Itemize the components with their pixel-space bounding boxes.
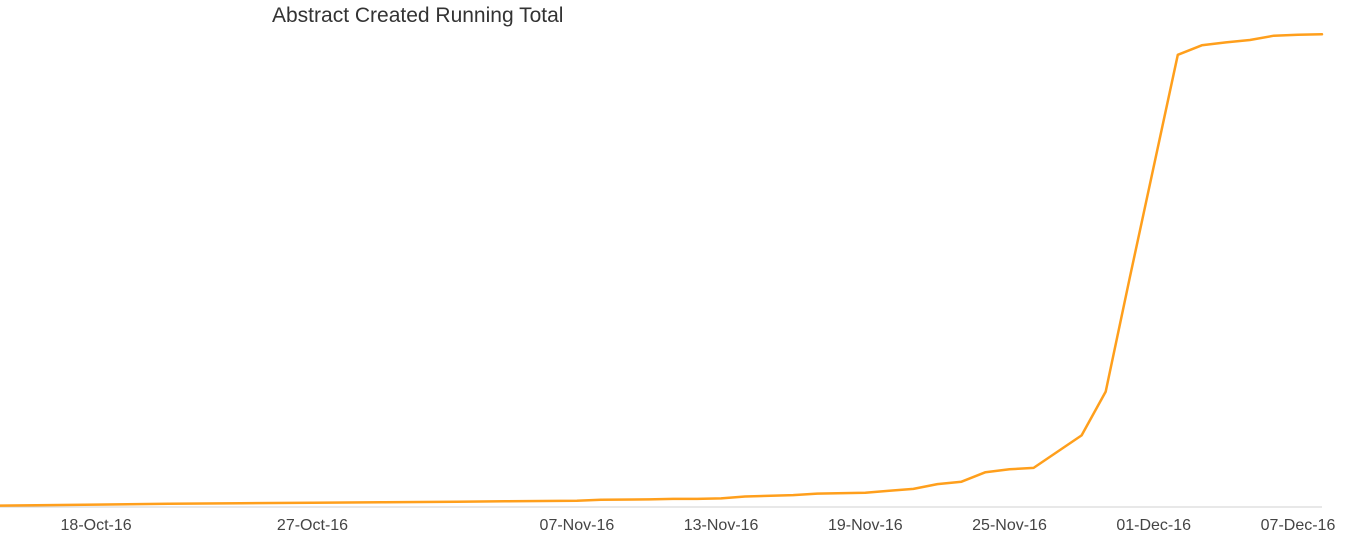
data-point — [647, 497, 651, 501]
data-point — [743, 495, 747, 499]
data-point — [960, 480, 964, 484]
data-point — [1296, 33, 1300, 37]
x-tick-label: 07-Nov-16 — [540, 517, 615, 534]
x-tick-label: 01-Dec-16 — [1116, 517, 1191, 534]
data-point — [311, 501, 315, 505]
data-point — [1224, 40, 1228, 44]
data-point — [503, 499, 507, 503]
data-point — [984, 470, 988, 474]
data-point — [1008, 467, 1012, 471]
data-point — [935, 482, 939, 486]
data-point — [1248, 38, 1252, 42]
x-tick-label: 07-Dec-16 — [1261, 517, 1336, 534]
data-point — [1128, 276, 1132, 280]
data-point — [911, 487, 915, 491]
data-point — [575, 499, 579, 503]
data-point — [887, 489, 891, 493]
x-tick-label: 27-Oct-16 — [277, 517, 348, 534]
data-point — [863, 491, 867, 495]
data-point — [94, 503, 98, 507]
data-point — [815, 492, 819, 496]
data-point — [1080, 433, 1084, 437]
data-point — [1104, 390, 1108, 394]
data-point — [1176, 53, 1180, 57]
x-tick-labels: 18-Oct-16 27-Oct-16 07-Nov-16 13-Nov-16 19-N… — [61, 517, 1336, 534]
data-point — [166, 502, 170, 506]
data-point — [695, 497, 699, 501]
data-point — [719, 496, 723, 500]
data-point — [1032, 466, 1036, 470]
series-line-group — [0, 32, 1324, 507]
data-point — [791, 493, 795, 497]
x-tick-label: 18-Oct-16 — [61, 517, 132, 534]
data-point — [455, 500, 459, 504]
x-tick-label: 25-Nov-16 — [972, 517, 1047, 534]
data-point — [238, 501, 242, 505]
data-point — [1272, 34, 1276, 38]
x-tick-label: 13-Nov-16 — [684, 517, 759, 534]
data-point — [1200, 43, 1204, 47]
data-point — [383, 500, 387, 504]
series-line — [0, 33, 1324, 507]
x-tick-label: 19-Nov-16 — [828, 517, 903, 534]
data-point — [1320, 32, 1324, 36]
chart-title: Abstract Created Running Total — [272, 4, 564, 27]
data-point — [671, 497, 675, 501]
data-point — [599, 498, 603, 502]
